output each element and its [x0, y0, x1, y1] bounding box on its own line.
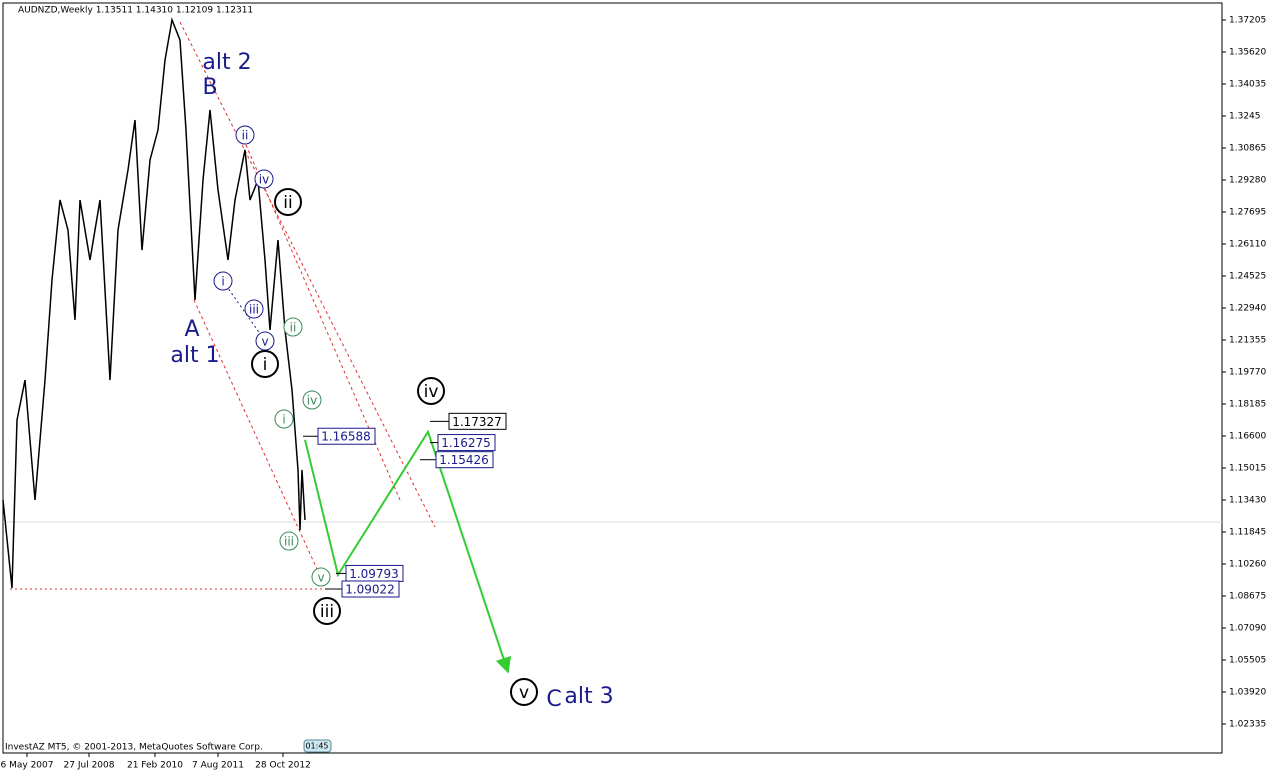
y-tick-label: 1.03920 — [1229, 688, 1266, 698]
y-tick-label: 1.10260 — [1229, 560, 1266, 570]
wave-label: iii — [284, 535, 294, 549]
wave-label: ii — [242, 129, 249, 143]
x-tick-label: 27 Jul 2008 — [64, 761, 115, 771]
wave-circle — [274, 188, 302, 216]
y-tick-label: 1.34035 — [1229, 80, 1266, 90]
level-box — [341, 580, 400, 598]
y-tick-label: 1.30865 — [1229, 144, 1266, 154]
wave-label: v — [317, 571, 324, 585]
plot-frame — [2, 2, 1223, 754]
wave-label: i — [282, 413, 285, 427]
y-tick-label: 1.35620 — [1229, 47, 1266, 57]
y-tick-label: 1.37205 — [1229, 15, 1266, 25]
level-label: 1.16588 — [321, 430, 371, 444]
clock: 01:45 — [305, 742, 328, 751]
y-tick-label: 1.24525 — [1229, 272, 1266, 282]
y-tick-label: 1.05505 — [1229, 656, 1266, 666]
wave-label: alt 2 — [202, 50, 251, 75]
level-box — [437, 434, 496, 452]
y-tick-label: 1.11845 — [1229, 528, 1266, 538]
wave-link — [222, 280, 266, 342]
footer: InvestAZ MT5, © 2001-2013, MetaQuotes So… — [5, 743, 263, 753]
wave-label: iii — [320, 602, 334, 622]
wave-label: B — [202, 75, 217, 100]
x-tick-label: 7 Aug 2011 — [192, 761, 244, 771]
level-label: 1.09793 — [349, 567, 399, 581]
wave-label: C — [546, 687, 561, 712]
channel-line — [179, 21, 436, 528]
y-tick-label: 1.27695 — [1229, 208, 1266, 218]
wave-circle — [311, 567, 331, 587]
y-tick-label: 1.15015 — [1229, 464, 1266, 474]
wave-circle — [283, 317, 303, 337]
wave-circle — [274, 409, 294, 429]
wave-circle — [254, 169, 274, 189]
y-tick-label: 1.16600 — [1229, 432, 1266, 442]
y-tick-label: 1.26110 — [1229, 240, 1266, 250]
wave-circle — [313, 597, 341, 625]
wave-label: iv — [307, 394, 317, 408]
chart-title: AUDNZD,Weekly 1.13511 1.14310 1.12109 1.… — [18, 6, 253, 16]
wave-circle — [213, 271, 233, 291]
wave-label: i — [263, 355, 268, 375]
wave-label: A — [184, 317, 199, 342]
y-tick-label: 1.07090 — [1229, 624, 1266, 634]
level-label: 1.09022 — [345, 583, 395, 597]
wave-label: iv — [259, 173, 269, 187]
y-tick-label: 1.21355 — [1229, 336, 1266, 346]
wave-circle — [235, 125, 255, 145]
wave-label: iii — [249, 303, 259, 317]
wave-label: iv — [424, 382, 439, 402]
level-box — [317, 427, 376, 445]
level-label: 1.17327 — [452, 415, 502, 429]
level-box — [435, 451, 494, 469]
wave-circle — [251, 350, 279, 378]
channel-line — [245, 144, 401, 501]
x-tick-label: 21 Feb 2010 — [127, 761, 183, 771]
wave-circle — [510, 678, 538, 706]
wave-circle — [244, 299, 264, 319]
x-tick-label: 6 May 2007 — [1, 761, 54, 771]
y-tick-label: 1.13430 — [1229, 496, 1266, 506]
wave-circle — [417, 377, 445, 405]
y-tick-label: 1.19770 — [1229, 368, 1266, 378]
wave-label: alt 1 — [170, 343, 219, 368]
y-tick-label: 1.08675 — [1229, 592, 1266, 602]
wave-label: alt 3 — [564, 684, 613, 709]
y-tick-label: 1.22940 — [1229, 304, 1266, 314]
y-tick-label: 1.3245 — [1229, 112, 1261, 122]
wave-label: ii — [283, 193, 292, 213]
y-tick-label: 1.29280 — [1229, 176, 1266, 186]
y-tick-label: 1.18185 — [1229, 400, 1266, 410]
wave-circle — [302, 390, 322, 410]
wave-circle — [279, 531, 299, 551]
clock-box — [303, 739, 332, 753]
price-line — [2, 17, 306, 589]
projection-line — [304, 429, 512, 674]
wave-label: v — [519, 683, 529, 703]
wave-label: v — [261, 335, 268, 349]
x-tick-label: 28 Oct 2012 — [255, 761, 311, 771]
wave-label: i — [221, 275, 224, 289]
level-box — [448, 412, 507, 430]
y-tick-label: 1.02335 — [1229, 720, 1266, 730]
wave-label: ii — [290, 321, 297, 335]
level-label: 1.15426 — [439, 453, 489, 467]
level-label: 1.16275 — [441, 436, 491, 450]
